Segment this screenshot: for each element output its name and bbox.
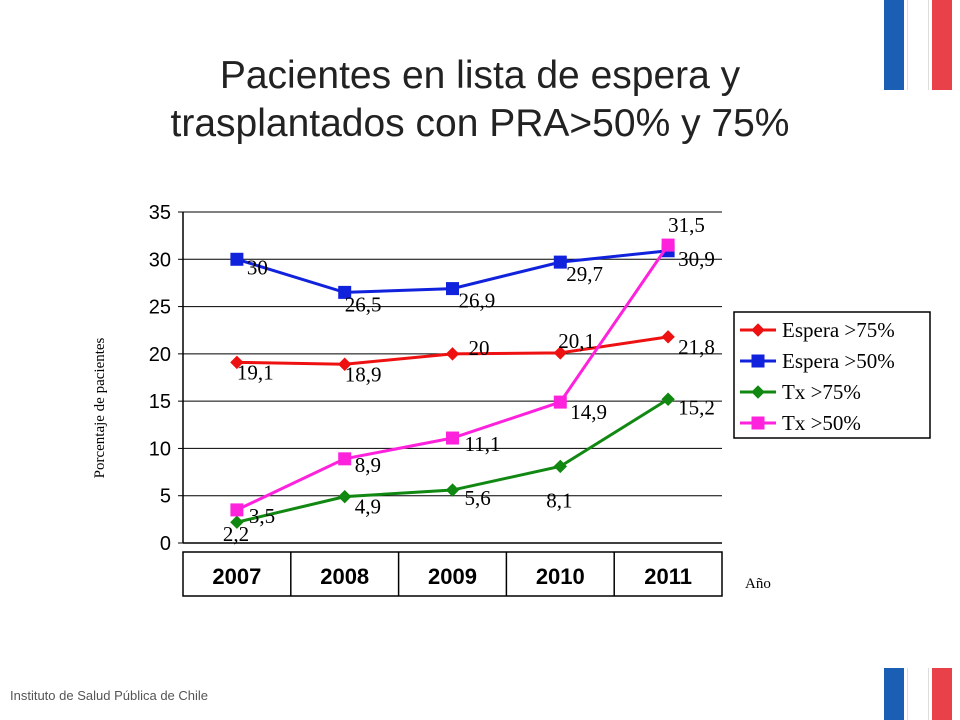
data-point [230,252,244,266]
data-point [338,452,352,466]
page-title: Pacientes en lista de espera y trasplant… [0,52,960,148]
data-point [553,459,568,474]
data-label: 19,1 [237,360,274,384]
legend-entry: Tx >75% [782,380,861,404]
data-label: 4,9 [355,495,381,519]
data-label: 26,5 [345,292,382,316]
y-tick-label: 25 [149,297,171,319]
data-label: 3,5 [249,504,275,528]
data-point [230,355,244,370]
footer-text: Instituto de Salud Pública de Chile [10,688,209,703]
x-tick-label: 2007 [212,564,261,589]
legend-box [733,311,931,439]
data-label: 21,8 [678,335,715,359]
x-category-box [182,551,723,597]
data-label: 8,9 [355,453,381,477]
data-label: 2,2 [223,522,249,546]
x-axis-label: Año [745,576,771,592]
data-label: 5,6 [465,486,491,510]
data-point [230,503,244,517]
data-point [553,255,567,269]
y-tick-label: 5 [160,486,171,508]
legend-entry: Tx >50% [782,411,861,435]
y-tick-label: 10 [149,438,171,460]
legend-swatch-marker [751,323,765,337]
y-tick-label: 0 [160,533,171,555]
data-label: 20 [469,336,490,360]
data-label: 30 [247,255,268,279]
data-label: 15,2 [678,395,715,419]
y-tick-label: 35 [149,202,171,224]
x-tick-label: 2010 [536,564,585,589]
y-axis-label: Porcentaje de pacientes [92,337,108,478]
data-point [445,483,460,497]
data-point [337,489,352,504]
data-point [230,515,244,529]
data-label: 31,5 [668,213,705,237]
data-label: 18,9 [345,362,382,386]
data-label: 14,9 [570,400,607,424]
data-point [338,285,352,299]
legend-swatch-marker [751,385,765,399]
data-point [553,395,567,409]
data-point [661,330,675,344]
flag-logo-bottom [884,668,952,720]
x-tick-label: 2009 [428,564,477,589]
title-line-2: trasplantados con PRA>50% y 75% [170,102,790,145]
data-label: 26,9 [459,289,496,313]
legend-entry: Espera >75% [782,318,895,342]
y-tick-label: 15 [149,391,171,413]
legend-entry: Espera >50% [782,349,895,373]
data-label: 30,9 [678,247,715,271]
y-tick-label: 20 [149,344,171,366]
flag-logo-top [884,0,952,90]
y-tick-label: 30 [149,249,171,271]
x-tick-label: 2011 [644,564,692,589]
data-point [445,347,460,361]
data-label: 29,7 [566,262,603,286]
x-tick-label: 2008 [320,564,369,589]
data-label: 8,1 [546,488,572,512]
data-point [661,238,675,252]
data-label: 11,1 [465,432,501,456]
data-point [337,357,352,371]
data-point [553,346,568,360]
title-line-1: Pacientes en lista de espera y [219,54,741,97]
legend-swatch-marker [751,416,765,430]
data-point [446,431,459,445]
data-point [661,392,675,406]
legend-swatch-marker [751,354,765,368]
data-label: 20,1 [558,329,595,353]
data-point [446,282,459,296]
